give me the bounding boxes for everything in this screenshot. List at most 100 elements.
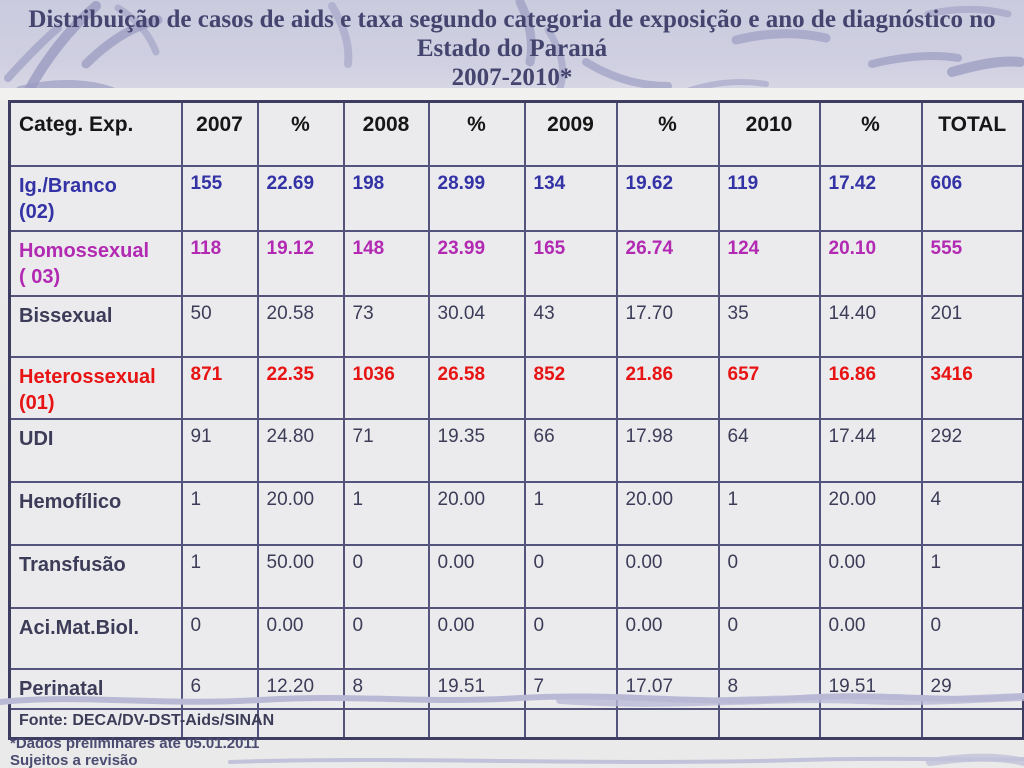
- source-note: Fonte: DECA/DV-DST-Aids/SINAN: [19, 711, 275, 729]
- data-cell: 29: [920, 667, 1024, 710]
- data-cell: 1: [180, 543, 259, 609]
- data-cell: 0.00: [818, 606, 923, 670]
- data-cell: 657: [717, 355, 821, 420]
- row-label: Heterossexual (01): [8, 355, 183, 420]
- empty-cell: [427, 707, 526, 740]
- data-cell: 20.00: [427, 480, 526, 546]
- empty-cell: [717, 707, 821, 740]
- data-cell: 23.99: [427, 229, 526, 297]
- note-subject-to-revision: Sujeitos a revisão: [10, 752, 138, 768]
- column-header-: %: [256, 100, 345, 167]
- column-header-: %: [818, 100, 923, 167]
- title-line-1: Distribuição de casos de aids e taxa seg…: [28, 6, 996, 33]
- data-cell: 19.51: [818, 667, 923, 710]
- data-cell: 20.00: [818, 480, 923, 546]
- data-cell: 17.44: [818, 417, 923, 483]
- data-cell: 1: [523, 480, 618, 546]
- data-cell: 8: [342, 667, 430, 710]
- data-cell: 73: [342, 294, 430, 358]
- data-cell: 0: [920, 606, 1024, 670]
- row-label: UDI: [8, 417, 183, 483]
- data-cell: 43: [523, 294, 618, 358]
- data-cell: 19.51: [427, 667, 526, 710]
- data-cell: 35: [717, 294, 821, 358]
- data-cell: 17.07: [615, 667, 720, 710]
- data-cell: 20.00: [256, 480, 345, 546]
- row-label: Homossexual( 03): [8, 229, 183, 297]
- table-row-bissexual: Bissexual 50 20.58 73 30.04 43 17.70 35 14.40 201: [8, 294, 1024, 358]
- column-header-total: TOTAL: [920, 100, 1024, 167]
- table-source-row: Fonte: DECA/DV-DST-Aids/SINAN: [8, 707, 1024, 740]
- column-header-: %: [615, 100, 720, 167]
- data-cell: 0.00: [427, 543, 526, 609]
- data-cell: 201: [920, 294, 1024, 358]
- source-cell: Fonte: DECA/DV-DST-Aids/SINAN: [8, 707, 275, 740]
- column-header-2010: 2010: [717, 100, 821, 167]
- data-cell: 1: [180, 480, 259, 546]
- title-line-3: 2007-2010*: [451, 64, 573, 91]
- data-cell: 555: [920, 229, 1024, 297]
- data-cell: 852: [523, 355, 618, 420]
- data-cell: 1: [920, 543, 1024, 609]
- data-cell: 148: [342, 229, 430, 297]
- data-cell: 118: [180, 229, 259, 297]
- empty-cell: [818, 707, 923, 740]
- data-cell: 21.86: [615, 355, 720, 420]
- table-row-aci-mat-biol: Aci.Mat.Biol. 0 0.00 0 0.00 0 0.00 0 0.00 0: [8, 606, 1024, 670]
- title-banner: Distribuição de casos de aids e taxa seg…: [0, 0, 1024, 100]
- table-row-udi: UDI 91 24.80 71 19.35 66 17.98 64 17.44 292: [8, 417, 1024, 483]
- row-label: Bissexual: [8, 294, 183, 358]
- column-header-: %: [427, 100, 526, 167]
- data-cell: 0.00: [615, 543, 720, 609]
- data-cell: 0: [717, 543, 821, 609]
- data-cell: 19.35: [427, 417, 526, 483]
- data-cell: 155: [180, 164, 259, 232]
- data-cell: 20.00: [615, 480, 720, 546]
- data-cell: 7: [523, 667, 618, 710]
- empty-cell: [256, 707, 345, 740]
- data-cell: 71: [342, 417, 430, 483]
- data-cell: 6: [180, 667, 259, 710]
- data-cell: 292: [920, 417, 1024, 483]
- data-cell: 8: [717, 667, 821, 710]
- data-cell: 20.58: [256, 294, 345, 358]
- table-row-perinatal: Perinatal 6 12.20 8 19.51 7 17.07 8 19.51 29: [8, 667, 1024, 710]
- data-cell: 22.69: [256, 164, 345, 232]
- data-cell: 28.99: [427, 164, 526, 232]
- table-row-hemof-lico: Hemofílico 1 20.00 1 20.00 1 20.00 1 20.00 4: [8, 480, 1024, 546]
- data-cell: 91: [180, 417, 259, 483]
- aids-cases-table: Categ. Exp. 2007% 2008% 2009% 2010% TOTAL Ig.…: [8, 100, 1024, 740]
- data-cell: 134: [523, 164, 618, 232]
- row-label: Perinatal: [8, 667, 183, 710]
- row-label: Transfusão: [8, 543, 183, 609]
- table-row-homossexual: Homossexual( 03) 118 19.12 148 23.99 165 26.74…: [8, 229, 1024, 297]
- column-header-2008: 2008: [342, 100, 430, 167]
- column-header-2007: 2007: [180, 100, 259, 167]
- data-cell: 66: [523, 417, 618, 483]
- table-row-heterossexual: Heterossexual (01) 871 22.35 1036 26.58 852 21.…: [8, 355, 1024, 420]
- row-label: Hemofílico: [8, 480, 183, 546]
- slide-footnotes: *Dados preliminares até 05.01.2011 Sujei…: [10, 736, 259, 768]
- data-cell: 0: [180, 606, 259, 670]
- row-label: Ig./Branco (02): [8, 164, 183, 232]
- data-cell: 19.62: [615, 164, 720, 232]
- data-cell: 26.58: [427, 355, 526, 420]
- data-cell: 119: [717, 164, 821, 232]
- data-cell: 19.12: [256, 229, 345, 297]
- data-cell: 17.98: [615, 417, 720, 483]
- data-cell: 3416: [920, 355, 1024, 420]
- column-header-categ-exp: Categ. Exp.: [8, 100, 183, 167]
- column-header-2009: 2009: [523, 100, 618, 167]
- data-cell: 124: [717, 229, 821, 297]
- data-cell: 606: [920, 164, 1024, 232]
- brush-strokes-decoration: [4, 0, 1024, 95]
- data-cell: 0: [342, 606, 430, 670]
- data-cell: 1: [717, 480, 821, 546]
- data-cell: 50.00: [256, 543, 345, 609]
- data-cell: 871: [180, 355, 259, 420]
- empty-cell: [180, 707, 259, 740]
- data-cell: 17.70: [615, 294, 720, 358]
- data-cell: 17.42: [818, 164, 923, 232]
- data-cell: 0: [717, 606, 821, 670]
